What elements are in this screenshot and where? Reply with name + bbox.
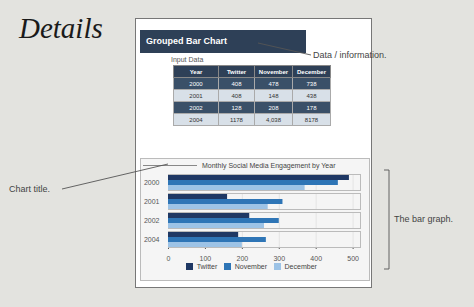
svg-text:500: 500: [347, 255, 359, 262]
html-text:208: 208: [268, 104, 279, 111]
html-text:2000: 2000: [189, 80, 203, 87]
html-text:128: 128: [231, 104, 242, 111]
html-text:The bar graph.: The bar graph.: [394, 214, 453, 224]
html-text:Data / information.: Data / information.: [313, 50, 387, 60]
html-text:148: 148: [268, 92, 279, 99]
html-text:4,038: 4,038: [266, 116, 281, 123]
svg-text:2002: 2002: [144, 217, 160, 224]
svg-text:200: 200: [237, 255, 249, 262]
html-text:178: 178: [306, 104, 317, 111]
html-text:November: November: [258, 68, 289, 75]
html-text:408: 408: [231, 92, 242, 99]
html-text:408: 408: [231, 80, 242, 87]
svg-text:400: 400: [310, 255, 322, 262]
html-text:Year: Year: [189, 68, 203, 75]
svg-text:300: 300: [273, 255, 285, 262]
svg-text:0: 0: [167, 255, 171, 262]
html-text:Input Data: Input Data: [171, 56, 204, 63]
html-text:Grouped Bar Chart: Grouped Bar Chart: [146, 36, 227, 46]
svg-text:2004: 2004: [144, 236, 160, 243]
svg-text:100: 100: [200, 255, 212, 262]
html-text:Details: Details: [19, 12, 103, 44]
html-text:8178: 8178: [304, 116, 319, 123]
html-text:Twitter: Twitter: [196, 263, 218, 270]
html-text:Chart title.: Chart title.: [9, 184, 50, 194]
html-text:738: 738: [306, 80, 317, 87]
html-text:2004: 2004: [189, 116, 203, 123]
html-text:478: 478: [268, 80, 279, 87]
html-text:2001: 2001: [189, 92, 203, 99]
html-text:December: December: [297, 68, 326, 75]
html-text:Monthly Social Media Engagemen: Monthly Social Media Engagement by Year: [202, 161, 336, 169]
svg-text:2001: 2001: [144, 198, 160, 205]
html-text:2002: 2002: [189, 104, 203, 111]
svg-text:2000: 2000: [144, 179, 160, 186]
html-text:December: December: [284, 263, 317, 270]
html-text:438: 438: [306, 92, 317, 99]
html-text:November: November: [234, 263, 268, 270]
html-text:Twitter: Twitter: [226, 68, 247, 75]
html-text:1178: 1178: [230, 116, 243, 123]
